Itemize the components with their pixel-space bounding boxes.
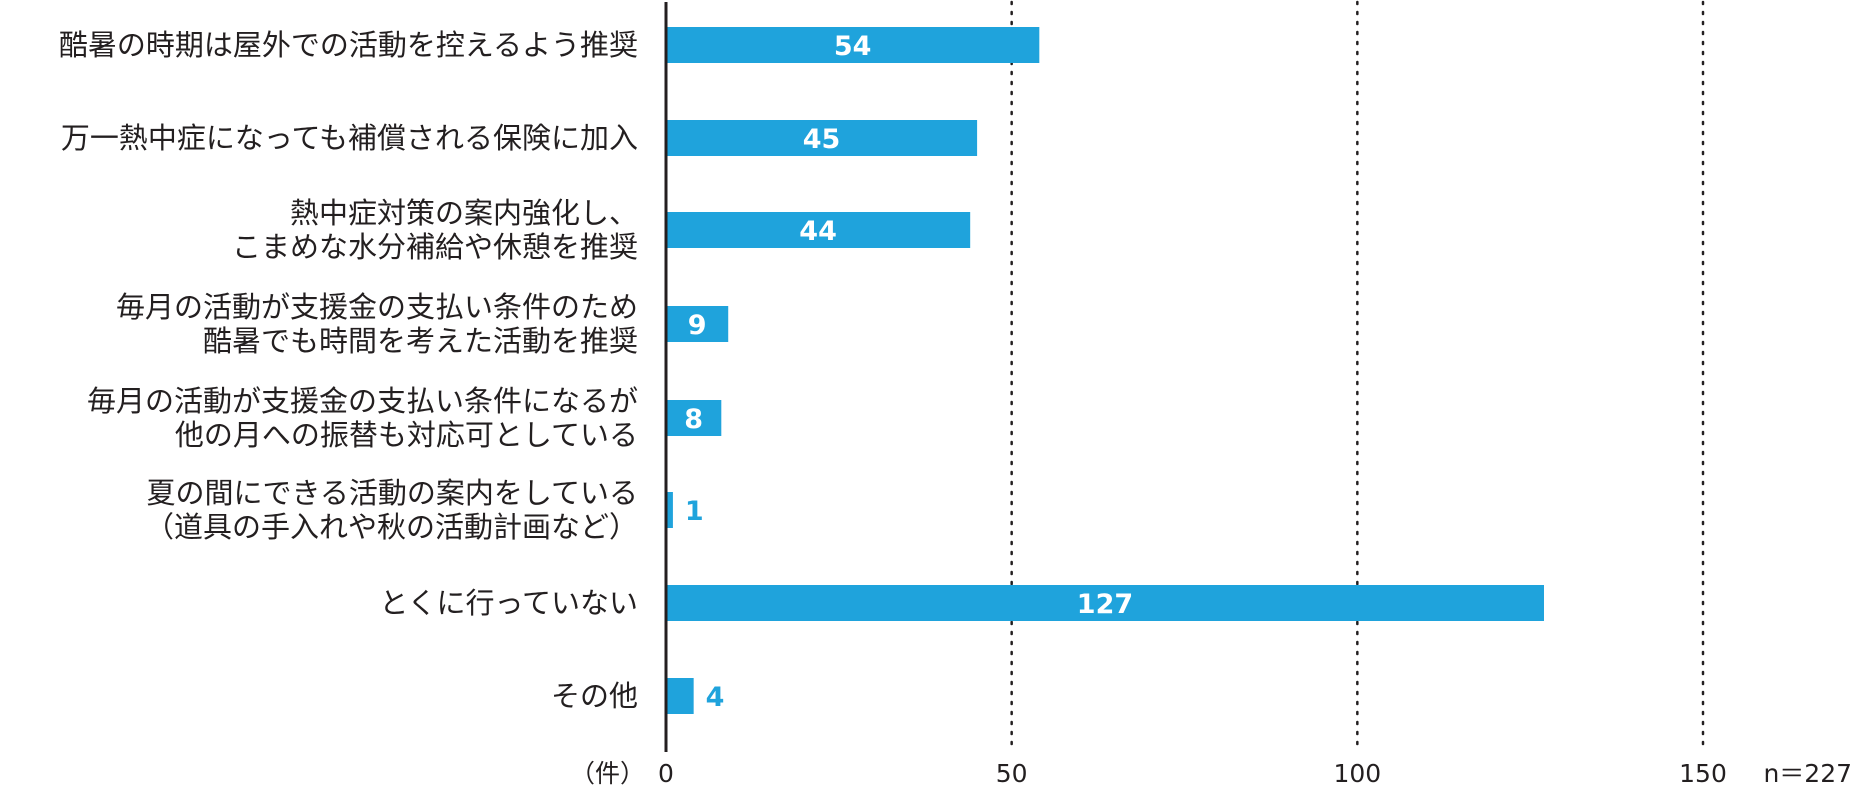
- category-labels: 酷暑の時期は屋外での活動を控えるよう推奨万一熱中症になっても補償される保険に加入…: [59, 28, 638, 713]
- x-tick-label: 50: [996, 759, 1028, 788]
- bar: [666, 585, 1544, 621]
- bar-value-label: 9: [688, 310, 707, 341]
- x-tick-label: 100: [1333, 759, 1381, 788]
- bar: [666, 400, 722, 436]
- x-tick-label: 0: [658, 759, 674, 788]
- bar: [666, 492, 673, 528]
- bar-value-label: 127: [1077, 589, 1133, 620]
- category-label: 酷暑でも時間を考えた活動を推奨: [203, 324, 638, 358]
- bar: [666, 678, 694, 714]
- bar-value-label: 8: [684, 404, 703, 435]
- category-label: こまめな水分補給や休憩を推奨: [232, 230, 638, 264]
- bar: [666, 27, 1040, 63]
- x-axis-unit-label: （件）: [570, 759, 645, 788]
- x-tick-labels: 0 50 100 150: [658, 759, 1727, 788]
- bar: [666, 306, 729, 342]
- category-label: その他: [551, 679, 638, 713]
- category-label: 毎月の活動が支援金の支払い条件のため: [116, 290, 638, 324]
- bar: [666, 212, 971, 248]
- bar-value-labels: 54 45 44 9 8 1 127 4: [684, 31, 1133, 713]
- category-label: とくに行っていない: [379, 586, 638, 620]
- bar-value-label: 54: [834, 31, 872, 62]
- category-label: 夏の間にできる活動の案内をしている: [146, 476, 638, 510]
- bar: [666, 120, 978, 156]
- category-label: （道具の手入れや秋の活動計画など）: [145, 510, 638, 544]
- sample-size-label: n＝227: [1763, 759, 1852, 788]
- category-label: 酷暑の時期は屋外での活動を控えるよう推奨: [59, 28, 638, 62]
- bars: [666, 27, 1544, 714]
- x-tick-label: 150: [1679, 759, 1727, 788]
- bar-value-label: 1: [685, 496, 704, 527]
- bar-value-label: 44: [799, 216, 837, 247]
- category-label: 熱中症対策の案内強化し、: [290, 196, 638, 230]
- category-label: 毎月の活動が支援金の支払い条件になるが: [87, 384, 638, 418]
- category-label: 万一熱中症になっても補償される保険に加入: [61, 121, 638, 155]
- bar-value-label: 4: [706, 682, 725, 713]
- category-label: 他の月への振替も対応可としている: [175, 418, 638, 452]
- grid-lines: [1010, 0, 1705, 754]
- bar-value-label: 45: [803, 124, 841, 155]
